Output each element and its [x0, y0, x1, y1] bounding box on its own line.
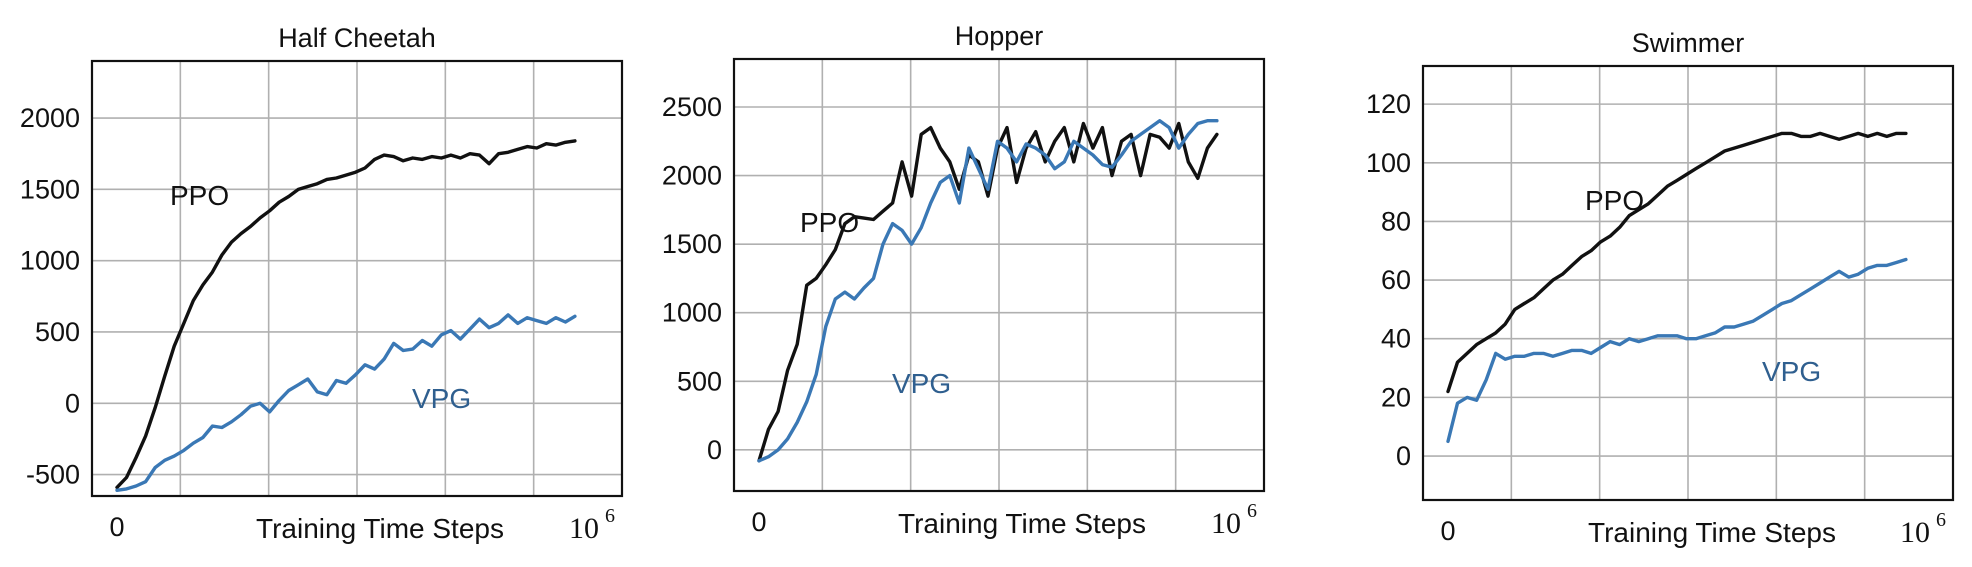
plot-frame — [1421, 64, 1955, 502]
chart-panel-0: -500 0 500 1000 1500 2000 Half Cheetah 0 10 6 Trai… — [20, 23, 624, 545]
x-tick-label-end-exponent: 6 — [605, 505, 615, 527]
chart-panel-1: 0 500 1000 1500 2000 2500 Hopper 0 10 6 Training T… — [662, 21, 1266, 540]
x-tick-label-end-exponent: 6 — [1936, 509, 1946, 531]
chart-title: Hopper — [955, 21, 1044, 51]
y-tick-label: 100 — [1366, 148, 1411, 178]
plot-frame — [90, 59, 624, 498]
x-axis-label: Training Time Steps — [898, 508, 1146, 539]
y-tick-label: 500 — [677, 366, 722, 396]
y-tick-label: 2000 — [20, 103, 80, 133]
y-tick-label: -500 — [26, 460, 80, 490]
series-line-ppo — [1446, 131, 1908, 394]
y-tick-label: 0 — [707, 435, 722, 465]
series-label-ppo: PPO — [800, 207, 859, 238]
y-tick-label: 120 — [1366, 89, 1411, 119]
y-tick-label: 1000 — [662, 298, 722, 328]
y-tick-label: 1000 — [20, 246, 80, 276]
y-tick-label: 1500 — [20, 174, 80, 204]
series-label-vpg: VPG — [412, 383, 471, 414]
grid — [734, 59, 1264, 491]
chart-title: Swimmer — [1632, 28, 1745, 58]
chart-panel-2: 0 20 40 60 80 100 120 Swimmer 0 10 6 Training Time … — [1366, 28, 1955, 549]
grid — [92, 61, 622, 496]
y-tick-label: 60 — [1381, 265, 1411, 295]
y-tick-label: 0 — [1396, 441, 1411, 471]
y-tick-label: 20 — [1381, 382, 1411, 412]
series-label-ppo: PPO — [1585, 185, 1644, 216]
x-tick-label-start: 0 — [1440, 516, 1455, 546]
y-tick-label: 80 — [1381, 206, 1411, 236]
series-label-ppo: PPO — [170, 180, 229, 211]
series-label-vpg: VPG — [892, 368, 951, 399]
x-tick-label-end-exponent: 6 — [1247, 500, 1257, 522]
series-line-ppo — [757, 121, 1219, 463]
x-tick-label-start: 0 — [751, 507, 766, 537]
series-label-vpg: VPG — [1762, 356, 1821, 387]
y-tick-label: 0 — [65, 388, 80, 418]
series-line-vpg — [115, 313, 577, 492]
chart-title: Half Cheetah — [278, 23, 436, 53]
y-tick-label: 2000 — [662, 161, 722, 191]
series-line-ppo — [115, 139, 577, 490]
y-tick-label: 40 — [1381, 324, 1411, 354]
x-tick-label-start: 0 — [109, 512, 124, 542]
series-line-vpg — [1446, 257, 1908, 444]
y-tick-label: 1500 — [662, 229, 722, 259]
y-tick-label: 2500 — [662, 92, 722, 122]
plot-frame — [732, 57, 1266, 493]
grid — [1423, 66, 1953, 500]
y-tick-label: 500 — [35, 317, 80, 347]
x-tick-label-end: 10 — [1211, 507, 1241, 540]
x-tick-label-end: 10 — [1900, 516, 1930, 549]
x-axis-label: Training Time Steps — [1588, 517, 1836, 548]
series-line-vpg — [757, 119, 1219, 463]
x-tick-label-end: 10 — [569, 512, 599, 545]
x-axis-label: Training Time Steps — [256, 513, 504, 544]
